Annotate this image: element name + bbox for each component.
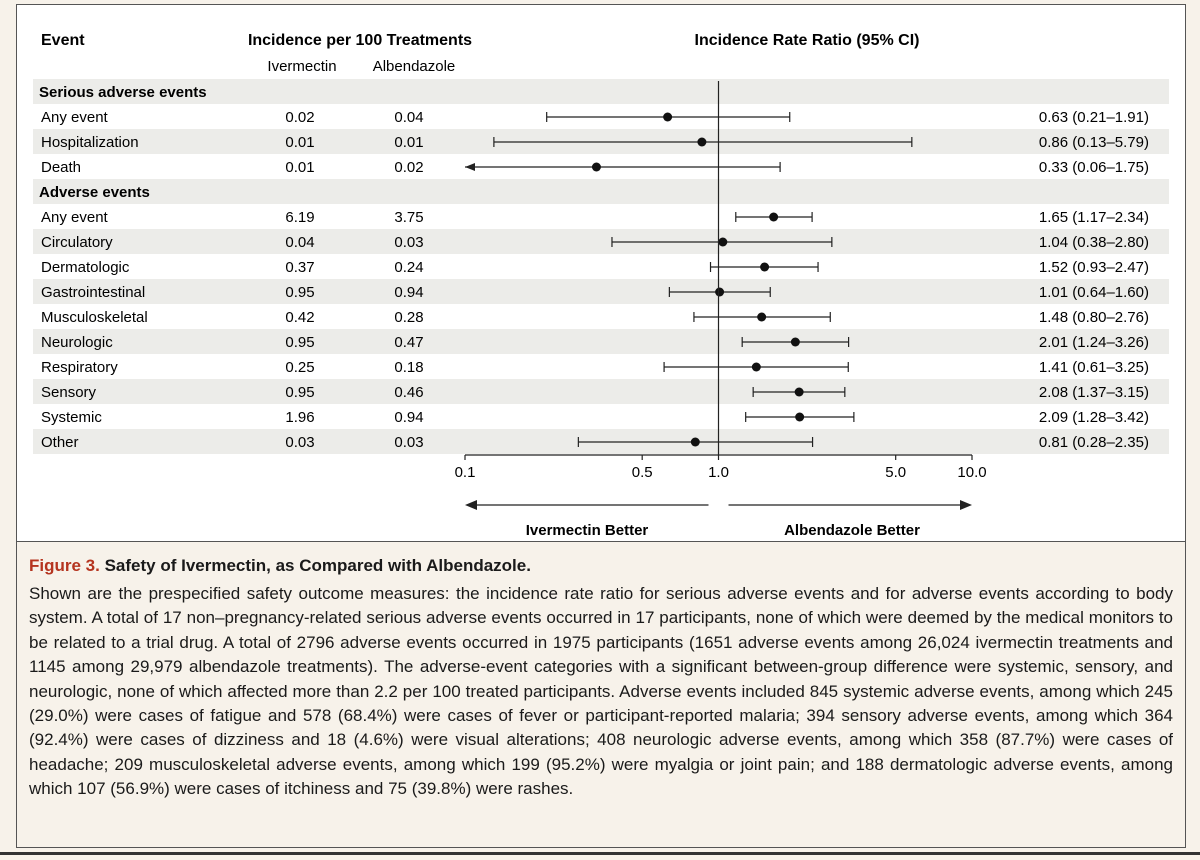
event-label: Systemic bbox=[41, 409, 102, 426]
row-stripe bbox=[33, 179, 1169, 204]
caption-title-line: Figure 3. Safety of Ivermectin, as Compa… bbox=[29, 556, 1173, 576]
albendazole-value: 0.03 bbox=[394, 234, 423, 251]
x-tick-label: 10.0 bbox=[957, 464, 986, 481]
event-label: Neurologic bbox=[41, 334, 113, 351]
header-albendazole: Albendazole bbox=[373, 58, 456, 75]
albendazole-value: 0.03 bbox=[394, 434, 423, 451]
left-arrowhead bbox=[465, 500, 477, 510]
header-event: Event bbox=[41, 32, 85, 49]
albendazole-value: 3.75 bbox=[394, 209, 423, 226]
figure-panel: Event Incidence per 100 Treatments Iverm… bbox=[16, 4, 1186, 542]
ivermectin-value: 0.01 bbox=[285, 159, 314, 176]
ivermectin-value: 0.42 bbox=[285, 309, 314, 326]
header-irr: Incidence Rate Ratio (95% CI) bbox=[695, 32, 920, 49]
ivermectin-value: 0.02 bbox=[285, 109, 314, 126]
irr-point bbox=[663, 112, 673, 122]
irr-ci-label: 1.41 (0.61–3.25) bbox=[1039, 359, 1149, 376]
row-stripe bbox=[33, 229, 1169, 254]
ivermectin-value: 0.01 bbox=[285, 134, 314, 151]
albendazole-value: 0.04 bbox=[394, 109, 423, 126]
event-label: Other bbox=[41, 434, 79, 451]
irr-point bbox=[718, 237, 728, 247]
right-direction-label: Albendazole Better bbox=[784, 522, 920, 539]
irr-point bbox=[757, 312, 767, 322]
irr-point bbox=[790, 337, 800, 347]
irr-ci-label: 1.52 (0.93–2.47) bbox=[1039, 259, 1149, 276]
irr-point bbox=[795, 412, 805, 422]
row-stripe bbox=[33, 279, 1169, 304]
x-tick-label: 5.0 bbox=[885, 464, 906, 481]
ivermectin-value: 0.95 bbox=[285, 334, 314, 351]
albendazole-value: 0.24 bbox=[394, 259, 423, 276]
irr-ci-label: 2.08 (1.37–3.15) bbox=[1039, 384, 1149, 401]
irr-ci-label: 0.63 (0.21–1.91) bbox=[1039, 109, 1149, 126]
caption-title: Safety of Ivermectin, as Compared with A… bbox=[104, 556, 531, 575]
ivermectin-value: 6.19 bbox=[285, 209, 314, 226]
header-incidence: Incidence per 100 Treatments bbox=[248, 32, 472, 49]
irr-ci-label: 2.01 (1.24–3.26) bbox=[1039, 334, 1149, 351]
irr-ci-label: 0.81 (0.28–2.35) bbox=[1039, 434, 1149, 451]
event-label: Respiratory bbox=[41, 359, 118, 376]
albendazole-value: 0.94 bbox=[394, 409, 423, 426]
event-label: Death bbox=[41, 159, 81, 176]
albendazole-value: 0.02 bbox=[394, 159, 423, 176]
ivermectin-value: 0.37 bbox=[285, 259, 314, 276]
ivermectin-value: 1.96 bbox=[285, 409, 314, 426]
event-label: Musculoskeletal bbox=[41, 309, 148, 326]
event-label: Dermatologic bbox=[41, 259, 130, 276]
albendazole-value: 0.47 bbox=[394, 334, 423, 351]
caption-label: Figure 3. bbox=[29, 556, 100, 575]
row-stripe bbox=[33, 379, 1169, 404]
ci-arrow-left bbox=[465, 163, 475, 171]
x-tick-label: 0.5 bbox=[632, 464, 653, 481]
irr-ci-label: 1.48 (0.80–2.76) bbox=[1039, 309, 1149, 326]
irr-point bbox=[591, 162, 601, 172]
irr-point bbox=[690, 437, 700, 447]
event-label: Sensory bbox=[41, 384, 97, 401]
irr-ci-label: 0.33 (0.06–1.75) bbox=[1039, 159, 1149, 176]
bottom-rule bbox=[0, 852, 1200, 855]
left-direction-label: Ivermectin Better bbox=[526, 522, 649, 539]
albendazole-value: 0.46 bbox=[394, 384, 423, 401]
irr-ci-label: 0.86 (0.13–5.79) bbox=[1039, 134, 1149, 151]
caption-body: Shown are the prespecified safety outcom… bbox=[29, 584, 1173, 799]
albendazole-value: 0.94 bbox=[394, 284, 423, 301]
section-title: Serious adverse events bbox=[39, 84, 207, 101]
irr-ci-label: 2.09 (1.28–3.42) bbox=[1039, 409, 1149, 426]
event-label: Gastrointestinal bbox=[41, 284, 145, 301]
event-label: Hospitalization bbox=[41, 134, 139, 151]
header-ivermectin: Ivermectin bbox=[267, 58, 336, 75]
irr-ci-label: 1.04 (0.38–2.80) bbox=[1039, 234, 1149, 251]
event-label: Circulatory bbox=[41, 234, 113, 251]
x-tick-label: 0.1 bbox=[455, 464, 476, 481]
irr-point bbox=[751, 362, 761, 372]
right-arrowhead bbox=[960, 500, 972, 510]
ivermectin-value: 0.03 bbox=[285, 434, 314, 451]
irr-point bbox=[760, 262, 770, 272]
x-tick-label: 1.0 bbox=[708, 464, 729, 481]
albendazole-value: 0.18 bbox=[394, 359, 423, 376]
ivermectin-value: 0.25 bbox=[285, 359, 314, 376]
irr-point bbox=[715, 287, 725, 297]
irr-point bbox=[794, 387, 804, 397]
forest-plot: Event Incidence per 100 Treatments Iverm… bbox=[33, 32, 1169, 539]
figure-caption: Figure 3. Safety of Ivermectin, as Compa… bbox=[16, 542, 1186, 848]
albendazole-value: 0.28 bbox=[394, 309, 423, 326]
event-label: Any event bbox=[41, 109, 109, 126]
irr-ci-label: 1.01 (0.64–1.60) bbox=[1039, 284, 1149, 301]
ivermectin-value: 0.04 bbox=[285, 234, 314, 251]
irr-point bbox=[769, 212, 779, 222]
section-title: Adverse events bbox=[39, 184, 150, 201]
irr-point bbox=[697, 137, 707, 147]
row-stripe bbox=[33, 329, 1169, 354]
irr-ci-label: 1.65 (1.17–2.34) bbox=[1039, 209, 1149, 226]
albendazole-value: 0.01 bbox=[394, 134, 423, 151]
ivermectin-value: 0.95 bbox=[285, 384, 314, 401]
event-label: Any event bbox=[41, 209, 109, 226]
row-stripe bbox=[33, 79, 1169, 104]
ivermectin-value: 0.95 bbox=[285, 284, 314, 301]
